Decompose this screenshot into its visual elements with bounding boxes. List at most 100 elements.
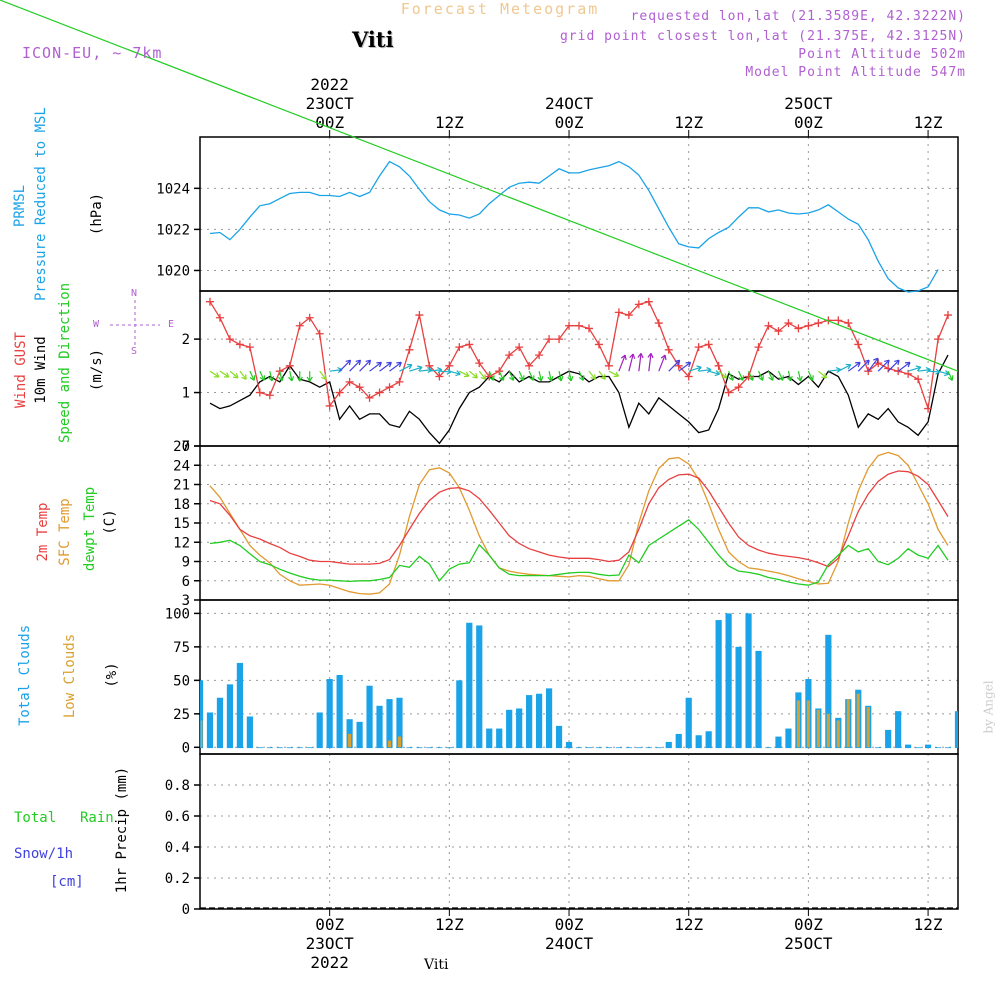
gust-marker	[435, 372, 444, 381]
wind-direction-arrow	[817, 370, 827, 379]
total-cloud-bar	[456, 680, 463, 749]
total-cloud-bar	[785, 728, 792, 749]
top-time-label: 00Z	[555, 113, 584, 132]
total-cloud-bar	[306, 747, 313, 749]
wind-arrow-head	[821, 372, 828, 379]
wind-direction-arrow	[518, 370, 525, 381]
gust-marker	[694, 343, 703, 352]
wind-direction-arrow	[289, 371, 293, 382]
wind-direction-arrow	[399, 364, 413, 372]
wind-direction-arrow	[319, 370, 327, 380]
wind-direction-arrow	[528, 370, 534, 381]
station-name: Viti	[352, 27, 394, 52]
wind-direction-arrow	[628, 353, 634, 372]
total-cloud-bar	[296, 747, 303, 749]
gust-marker	[235, 340, 244, 349]
wind-arrow-head	[728, 375, 735, 381]
wind-arrow-head	[288, 376, 295, 382]
gust-marker	[854, 340, 863, 349]
wind-direction-arrow	[718, 370, 728, 379]
total-cloud-bar	[406, 747, 413, 749]
wind-arrow-head	[259, 375, 266, 381]
wind-arrow-head	[786, 376, 793, 382]
wind-arrow-head	[268, 376, 275, 382]
total-cloud-bar	[496, 728, 503, 749]
total-cloud-bar	[206, 712, 214, 749]
wind-arrow-head	[721, 372, 728, 379]
wind-direction-arrow	[209, 370, 220, 378]
gust-marker	[305, 313, 314, 322]
wind-direction-arrow	[678, 361, 691, 372]
total-cloud-bar	[735, 646, 742, 749]
total-cloud-bar	[685, 697, 692, 749]
wind-arrow-head	[629, 353, 636, 359]
wind-direction-arrow	[897, 361, 911, 372]
total-cloud-bar	[875, 747, 882, 749]
pressure-label-prmsl: PRMSL	[12, 184, 28, 228]
gust-marker	[395, 377, 404, 386]
point-altitude: Point Altitude 502m	[798, 47, 966, 62]
total-cloud-bar	[486, 728, 493, 749]
gust-marker	[804, 321, 813, 330]
wind-direction-arrow	[638, 353, 642, 372]
wind-direction-arrow	[389, 361, 402, 372]
wind-arrow-head	[241, 374, 247, 380]
total-cloud-bar	[446, 747, 453, 749]
requested-coordinates: requested lon,lat (21.3589E, 42.3222N)	[630, 9, 966, 24]
y-tick-label: 27	[173, 439, 190, 455]
low-cloud-bar	[826, 713, 830, 748]
wind-arrow-head	[660, 354, 667, 361]
bottom-time-label: 00Z	[555, 915, 584, 934]
total-cloud-bar	[226, 684, 234, 749]
y-tick-label: 50	[173, 673, 190, 689]
wind-direction-arrow	[429, 369, 442, 372]
gust-marker	[714, 361, 723, 370]
wind-direction-arrow	[928, 370, 940, 373]
wind-direction-arrow	[249, 370, 255, 381]
wind-arrow-head	[758, 375, 764, 381]
wind-direction-arrow	[698, 369, 712, 372]
total-cloud-bar	[376, 705, 383, 749]
gust-marker	[565, 321, 574, 330]
total-cloud-bar	[326, 679, 333, 749]
y-tick-label: 1024	[156, 181, 190, 197]
gust-marker	[594, 340, 603, 349]
panel-pressure	[194, 136, 959, 292]
wind-arrow-head	[489, 375, 495, 381]
low-cloud-bar	[816, 709, 820, 748]
gust-marker	[814, 319, 823, 328]
wind-direction-arrow	[947, 370, 953, 381]
wind-direction-arrow	[409, 366, 423, 372]
gust-marker	[385, 383, 394, 392]
panel-precip	[194, 753, 959, 910]
low-cloud-bar	[387, 740, 392, 748]
gust-marker	[784, 319, 793, 328]
low-cloud-bar	[806, 700, 810, 748]
wind-direction-arrow	[379, 361, 392, 372]
chart-title: Forecast Meteogram	[400, 0, 600, 18]
y-tick-label: 0.4	[165, 840, 190, 856]
clouds-total-label: Total Clouds	[17, 624, 33, 726]
total-cloud-bar	[655, 747, 662, 749]
y-tick-label: 18	[173, 497, 190, 513]
total-cloud-bar	[934, 747, 942, 749]
wind-arrow-head	[884, 359, 890, 366]
compass-e: E	[168, 319, 175, 330]
gust-marker	[515, 343, 524, 352]
wind-arrow-head	[509, 375, 515, 381]
total-cloud-bar	[905, 744, 912, 749]
y-tick-label: 0	[182, 439, 190, 455]
wind-direction-arrow	[748, 370, 754, 381]
total-cloud-bar	[336, 674, 343, 749]
wind-direction-arrow	[578, 370, 584, 381]
gust-marker	[415, 311, 424, 320]
wind-arrow-head	[296, 376, 303, 382]
total-cloud-bar	[386, 699, 393, 749]
wind-direction-arrow	[459, 370, 470, 377]
wind-arrow-head	[355, 359, 362, 366]
wind-direction-arrow	[239, 370, 247, 380]
gust-marker	[664, 345, 673, 354]
gust-marker	[445, 361, 454, 370]
pressure-line	[209, 160, 939, 293]
